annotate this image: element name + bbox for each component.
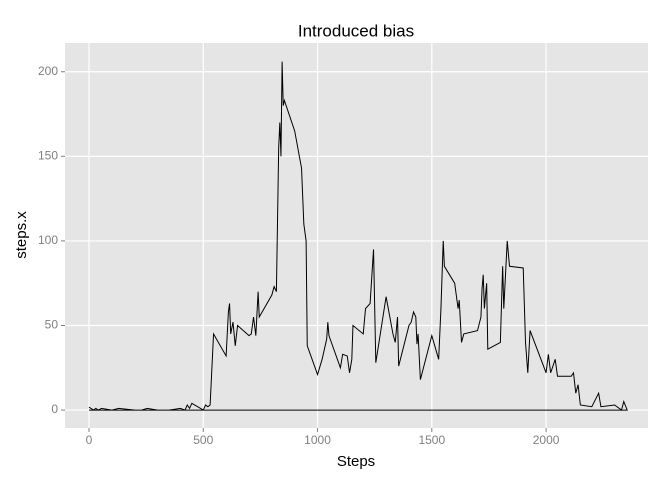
- x-axis-title: Steps: [337, 453, 375, 470]
- y-tick-label: 50: [45, 318, 59, 332]
- x-tick-label: 1500: [418, 433, 445, 447]
- x-tick-label: 500: [193, 433, 213, 447]
- data-line: [88, 61, 628, 411]
- y-tick-label: 200: [38, 64, 58, 78]
- y-tick-label: 0: [51, 402, 58, 416]
- x-tick-label: 0: [86, 433, 93, 447]
- chart-title: Introduced bias: [298, 21, 414, 40]
- plot-panel: [65, 43, 648, 428]
- y-axis-title: steps.x: [13, 211, 30, 259]
- y-tick-label: 150: [38, 149, 58, 163]
- x-tick-label: 2000: [533, 433, 560, 447]
- y-tick-label: 100: [38, 233, 58, 247]
- x-tick-label: 1000: [304, 433, 331, 447]
